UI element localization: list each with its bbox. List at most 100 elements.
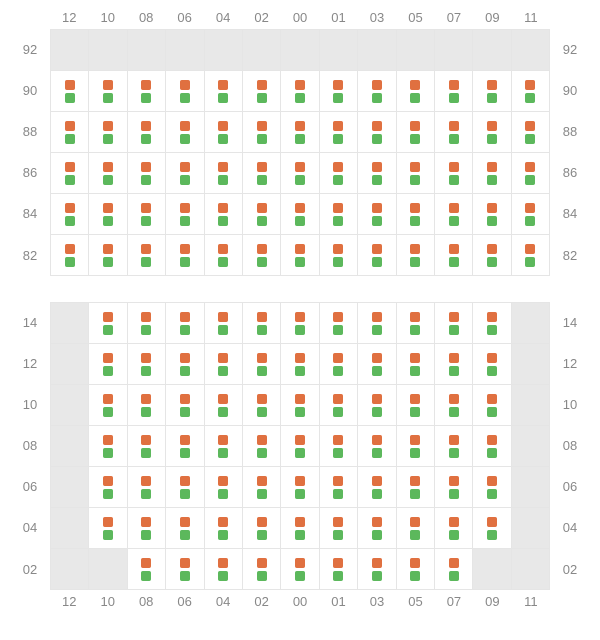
unit-slot[interactable] [88, 508, 126, 548]
unit-slot[interactable] [204, 153, 242, 193]
unit-slot[interactable] [396, 303, 434, 343]
unit-slot[interactable] [165, 467, 203, 507]
unit-slot[interactable] [280, 426, 318, 466]
unit-slot[interactable] [50, 71, 88, 111]
unit-slot[interactable] [280, 549, 318, 589]
unit-slot[interactable] [165, 549, 203, 589]
unit-slot[interactable] [50, 153, 88, 193]
unit-slot[interactable] [434, 508, 472, 548]
unit-slot[interactable] [357, 112, 395, 152]
unit-slot[interactable] [50, 235, 88, 275]
unit-slot[interactable] [127, 194, 165, 234]
unit-slot[interactable] [472, 508, 510, 548]
unit-slot[interactable] [434, 549, 472, 589]
unit-slot[interactable] [357, 71, 395, 111]
unit-slot[interactable] [396, 71, 434, 111]
unit-slot[interactable] [396, 112, 434, 152]
unit-slot[interactable] [396, 344, 434, 384]
unit-slot[interactable] [319, 426, 357, 466]
unit-slot[interactable] [204, 344, 242, 384]
unit-slot[interactable] [242, 71, 280, 111]
unit-slot[interactable] [280, 303, 318, 343]
unit-slot[interactable] [165, 112, 203, 152]
unit-slot[interactable] [88, 467, 126, 507]
unit-slot[interactable] [319, 549, 357, 589]
unit-slot[interactable] [396, 549, 434, 589]
unit-slot[interactable] [165, 303, 203, 343]
unit-slot[interactable] [396, 153, 434, 193]
unit-slot[interactable] [242, 549, 280, 589]
unit-slot[interactable] [472, 153, 510, 193]
unit-slot[interactable] [242, 467, 280, 507]
unit-slot[interactable] [319, 194, 357, 234]
unit-slot[interactable] [165, 153, 203, 193]
unit-slot[interactable] [472, 71, 510, 111]
unit-slot[interactable] [242, 426, 280, 466]
unit-slot[interactable] [319, 235, 357, 275]
unit-slot[interactable] [357, 303, 395, 343]
unit-slot[interactable] [280, 194, 318, 234]
unit-slot[interactable] [396, 194, 434, 234]
unit-slot[interactable] [280, 235, 318, 275]
unit-slot[interactable] [357, 549, 395, 589]
unit-slot[interactable] [434, 235, 472, 275]
unit-slot[interactable] [242, 153, 280, 193]
unit-slot[interactable] [280, 71, 318, 111]
unit-slot[interactable] [357, 467, 395, 507]
unit-slot[interactable] [127, 426, 165, 466]
unit-slot[interactable] [88, 71, 126, 111]
unit-slot[interactable] [434, 344, 472, 384]
unit-slot[interactable] [127, 153, 165, 193]
unit-slot[interactable] [242, 344, 280, 384]
unit-slot[interactable] [204, 467, 242, 507]
unit-slot[interactable] [165, 235, 203, 275]
unit-slot[interactable] [396, 467, 434, 507]
unit-slot[interactable] [357, 385, 395, 425]
unit-slot[interactable] [434, 71, 472, 111]
unit-slot[interactable] [472, 467, 510, 507]
unit-slot[interactable] [127, 385, 165, 425]
unit-slot[interactable] [319, 508, 357, 548]
unit-slot[interactable] [472, 344, 510, 384]
unit-slot[interactable] [319, 467, 357, 507]
unit-slot[interactable] [357, 508, 395, 548]
unit-slot[interactable] [434, 426, 472, 466]
unit-slot[interactable] [204, 112, 242, 152]
unit-slot[interactable] [396, 385, 434, 425]
unit-slot[interactable] [165, 508, 203, 548]
unit-slot[interactable] [127, 71, 165, 111]
unit-slot[interactable] [88, 303, 126, 343]
unit-slot[interactable] [88, 385, 126, 425]
unit-slot[interactable] [88, 194, 126, 234]
unit-slot[interactable] [127, 549, 165, 589]
unit-slot[interactable] [127, 344, 165, 384]
unit-slot[interactable] [242, 194, 280, 234]
unit-slot[interactable] [511, 71, 550, 111]
unit-slot[interactable] [511, 235, 550, 275]
unit-slot[interactable] [127, 112, 165, 152]
unit-slot[interactable] [472, 194, 510, 234]
unit-slot[interactable] [472, 385, 510, 425]
unit-slot[interactable] [204, 549, 242, 589]
unit-slot[interactable] [396, 426, 434, 466]
unit-slot[interactable] [280, 508, 318, 548]
unit-slot[interactable] [280, 112, 318, 152]
unit-slot[interactable] [511, 194, 550, 234]
unit-slot[interactable] [357, 153, 395, 193]
unit-slot[interactable] [472, 112, 510, 152]
unit-slot[interactable] [204, 385, 242, 425]
unit-slot[interactable] [204, 426, 242, 466]
unit-slot[interactable] [204, 194, 242, 234]
unit-slot[interactable] [434, 153, 472, 193]
unit-slot[interactable] [357, 194, 395, 234]
unit-slot[interactable] [319, 112, 357, 152]
unit-slot[interactable] [319, 344, 357, 384]
unit-slot[interactable] [165, 426, 203, 466]
unit-slot[interactable] [472, 426, 510, 466]
unit-slot[interactable] [204, 508, 242, 548]
unit-slot[interactable] [357, 426, 395, 466]
unit-slot[interactable] [88, 235, 126, 275]
unit-slot[interactable] [434, 303, 472, 343]
unit-slot[interactable] [50, 112, 88, 152]
unit-slot[interactable] [434, 194, 472, 234]
